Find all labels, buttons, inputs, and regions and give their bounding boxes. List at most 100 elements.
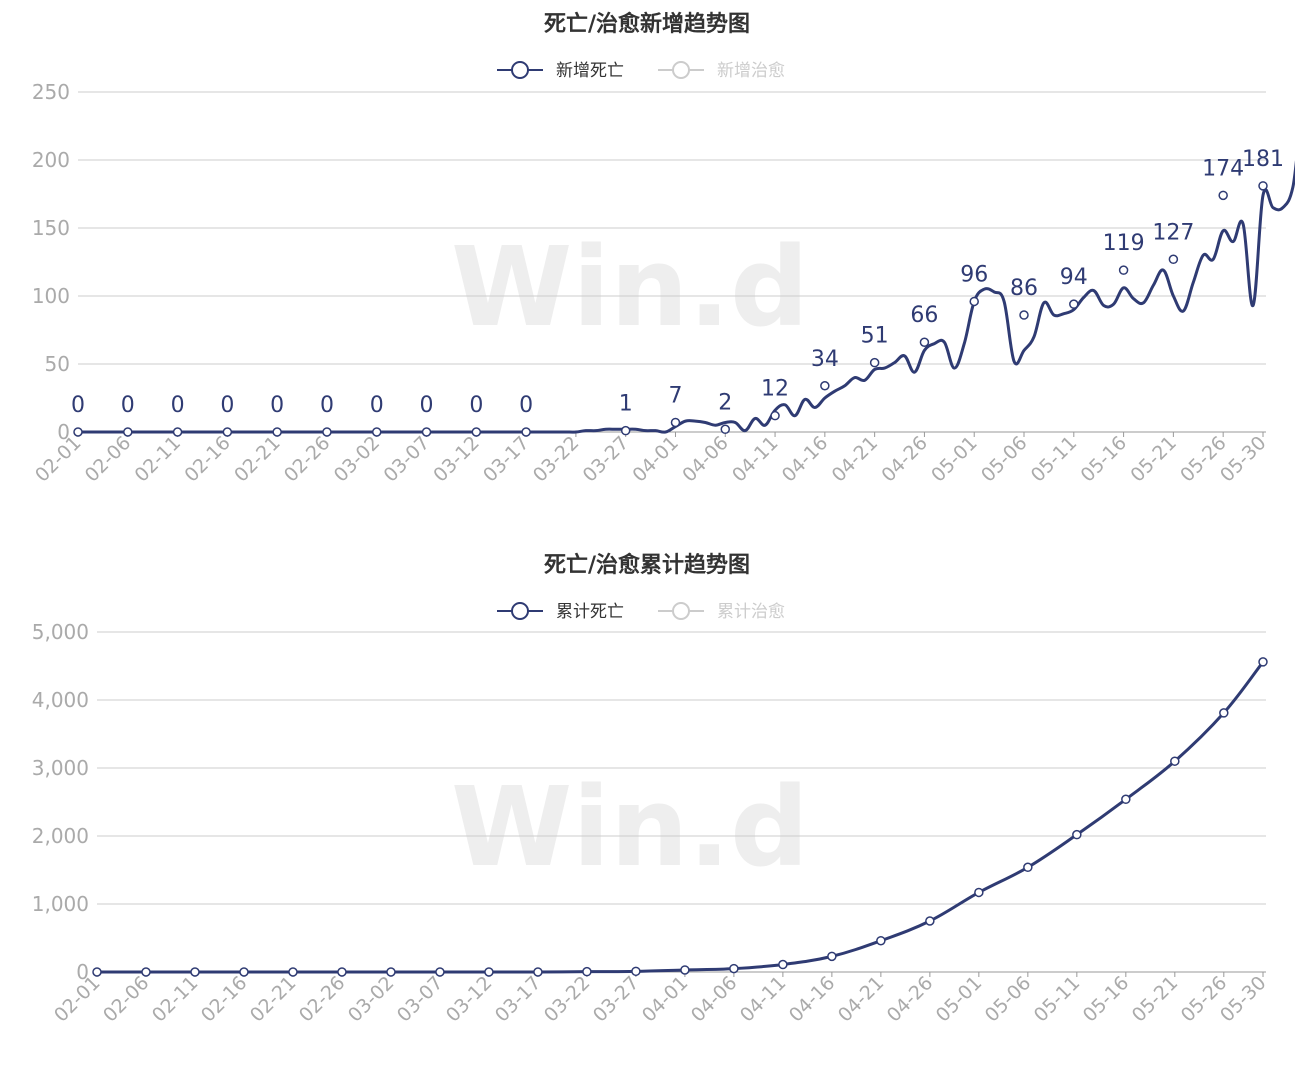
data-point[interactable] <box>239 967 249 977</box>
data-point[interactable] <box>827 951 837 962</box>
data-point[interactable] <box>1023 862 1033 873</box>
data-point[interactable] <box>680 965 690 975</box>
y-tick-label: 250 <box>32 80 70 104</box>
data-point[interactable] <box>272 427 282 437</box>
data-point[interactable] <box>435 967 445 977</box>
data-point[interactable] <box>386 967 396 977</box>
x-tick-label: 03-07 <box>379 432 434 487</box>
data-point[interactable] <box>484 967 494 977</box>
series-markers <box>92 657 1268 977</box>
data-point[interactable] <box>371 427 382 437</box>
data-point[interactable] <box>73 427 83 437</box>
y-tick-label: 2,000 <box>32 824 89 848</box>
y-axis-ticks: 0 50 100 150 200 250 <box>32 80 70 444</box>
data-point[interactable] <box>521 427 531 437</box>
y-tick-label: 5,000 <box>32 620 89 644</box>
data-point[interactable] <box>869 357 880 368</box>
x-tick-label: 02-21 <box>246 972 301 1027</box>
series-new-deaths <box>77 160 1295 434</box>
x-tick-label: 05-01 <box>932 972 987 1027</box>
x-tick-label: 05-21 <box>1126 432 1181 487</box>
legend-label: 新增治愈 <box>717 61 785 81</box>
legend-label: 累计治愈 <box>717 602 785 622</box>
data-label: 0 <box>370 393 384 418</box>
y-tick-label: 1,000 <box>32 892 89 916</box>
data-point[interactable] <box>820 381 830 391</box>
x-tick-label: 03-17 <box>479 432 534 487</box>
legend-label: 新增死亡 <box>556 61 624 81</box>
data-label: 0 <box>171 393 185 418</box>
y-tick-label: 0 <box>57 420 70 444</box>
data-point[interactable] <box>729 963 739 974</box>
x-tick-label: 02-11 <box>148 972 203 1027</box>
legend-item-inactive[interactable]: 新增治愈 <box>658 61 785 81</box>
data-point[interactable] <box>1019 310 1029 320</box>
data-point[interactable] <box>1072 829 1082 840</box>
data-label: 2 <box>718 390 732 415</box>
data-point[interactable] <box>533 967 543 977</box>
y-tick-label: 200 <box>32 148 70 172</box>
legend-item-active[interactable]: 新增死亡 <box>497 61 624 81</box>
data-point[interactable] <box>1219 708 1229 718</box>
data-point[interactable] <box>190 967 200 977</box>
data-point[interactable] <box>631 966 641 977</box>
data-point[interactable] <box>919 337 930 347</box>
x-tick-label: 02-06 <box>81 432 136 487</box>
data-point[interactable] <box>337 967 347 977</box>
data-point[interactable] <box>222 427 233 437</box>
data-label: 119 <box>1103 231 1145 256</box>
data-point[interactable] <box>670 417 681 428</box>
x-tick-label: 04-21 <box>834 972 889 1027</box>
y-tick-label: 3,000 <box>32 756 89 780</box>
x-tick-label: 04-11 <box>728 432 783 487</box>
data-point[interactable] <box>141 967 151 977</box>
data-label: 1 <box>619 392 633 417</box>
data-point[interactable] <box>778 959 788 970</box>
data-point[interactable] <box>1069 299 1079 309</box>
data-point[interactable] <box>172 427 183 437</box>
data-label: 12 <box>761 377 789 402</box>
data-point[interactable] <box>1218 190 1228 201</box>
data-point[interactable] <box>770 410 780 421</box>
legend-item-active[interactable]: 累计死亡 <box>497 602 624 622</box>
data-point[interactable] <box>322 427 332 437</box>
legend: 累计死亡 累计治愈 <box>497 602 785 622</box>
data-point[interactable] <box>620 425 631 436</box>
chart-new-deaths: Win.d 死亡/治愈新增趋势图 新增死亡 新增治愈 0501001502002… <box>31 11 1295 487</box>
legend-marker-icon <box>672 602 690 620</box>
x-tick-label: 04-06 <box>687 972 742 1027</box>
legend-label: 累计死亡 <box>556 602 624 622</box>
series-line <box>77 160 1295 434</box>
data-point[interactable] <box>876 935 886 946</box>
x-tick-label: 03-22 <box>529 432 584 487</box>
data-point[interactable] <box>1118 265 1129 275</box>
data-point[interactable] <box>582 966 592 977</box>
data-point[interactable] <box>974 887 984 898</box>
data-point[interactable] <box>1170 756 1180 766</box>
x-axis-ticks: 02-0102-0602-1102-1602-2102-2603-0203-07… <box>50 972 1271 1027</box>
x-tick-label: 02-06 <box>99 972 154 1027</box>
x-tick-label: 05-01 <box>927 432 982 487</box>
data-point[interactable] <box>1258 657 1268 667</box>
legend-item-inactive[interactable]: 累计治愈 <box>658 602 785 622</box>
data-label: 0 <box>469 393 483 418</box>
data-point[interactable] <box>925 916 935 926</box>
data-point[interactable] <box>1121 794 1131 805</box>
data-point[interactable] <box>969 296 979 307</box>
data-label: 0 <box>270 393 284 418</box>
data-label: 96 <box>960 262 988 287</box>
data-point[interactable] <box>421 427 432 437</box>
data-point[interactable] <box>1168 254 1179 265</box>
data-point[interactable] <box>123 427 133 437</box>
data-point[interactable] <box>288 967 298 977</box>
data-point[interactable] <box>92 967 102 977</box>
data-point[interactable] <box>720 424 731 435</box>
data-point[interactable] <box>471 427 482 437</box>
x-tick-label: 04-01 <box>628 432 683 487</box>
y-tick-label: 50 <box>45 352 70 376</box>
x-tick-label: 05-21 <box>1128 972 1183 1027</box>
x-tick-label: 05-16 <box>1077 432 1132 487</box>
data-point[interactable] <box>1258 181 1268 191</box>
